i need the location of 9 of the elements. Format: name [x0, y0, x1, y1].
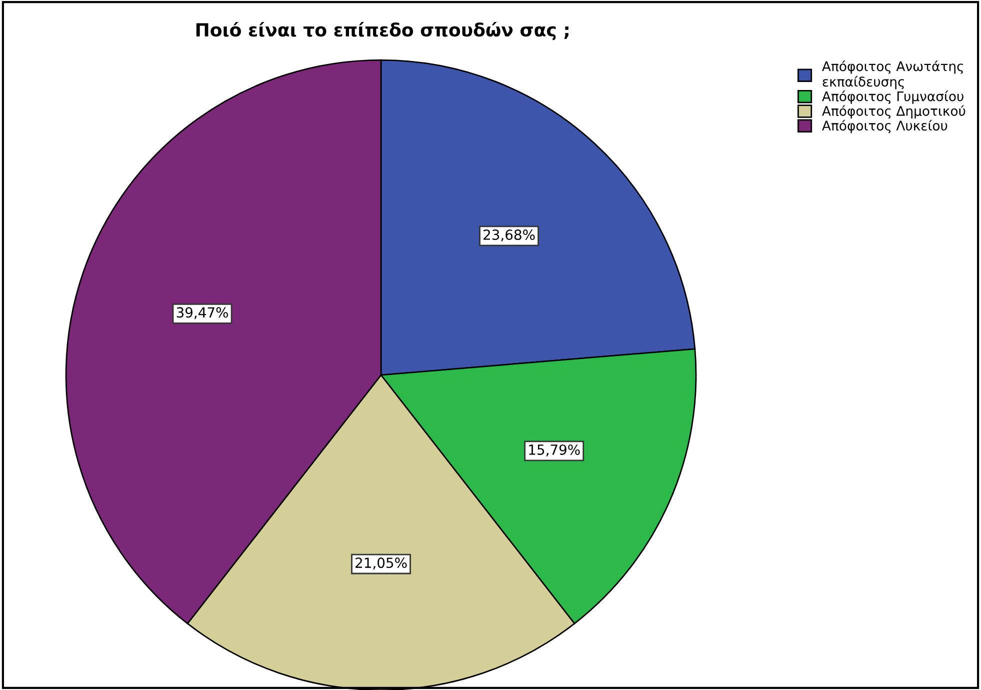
chart-title: Ποιό είναι το επίπεδο σπουδών σας ;	[196, 22, 568, 40]
data-label: 23,68%	[484, 229, 535, 242]
data-label: 21,05%	[356, 558, 407, 570]
data-label: 39,47%	[176, 307, 228, 320]
data-label: 15,79%	[529, 444, 580, 456]
legend-label: Απόφοιτος Δημοτικού	[822, 105, 966, 119]
legend-label: Απόφοιτος Γυμνασίου	[822, 90, 964, 104]
legend-label: Απόφοιτος Ανωτάτης εκπαίδευσης	[822, 60, 963, 90]
legend-label: Απόφοιτος Λυκείου	[822, 120, 948, 134]
